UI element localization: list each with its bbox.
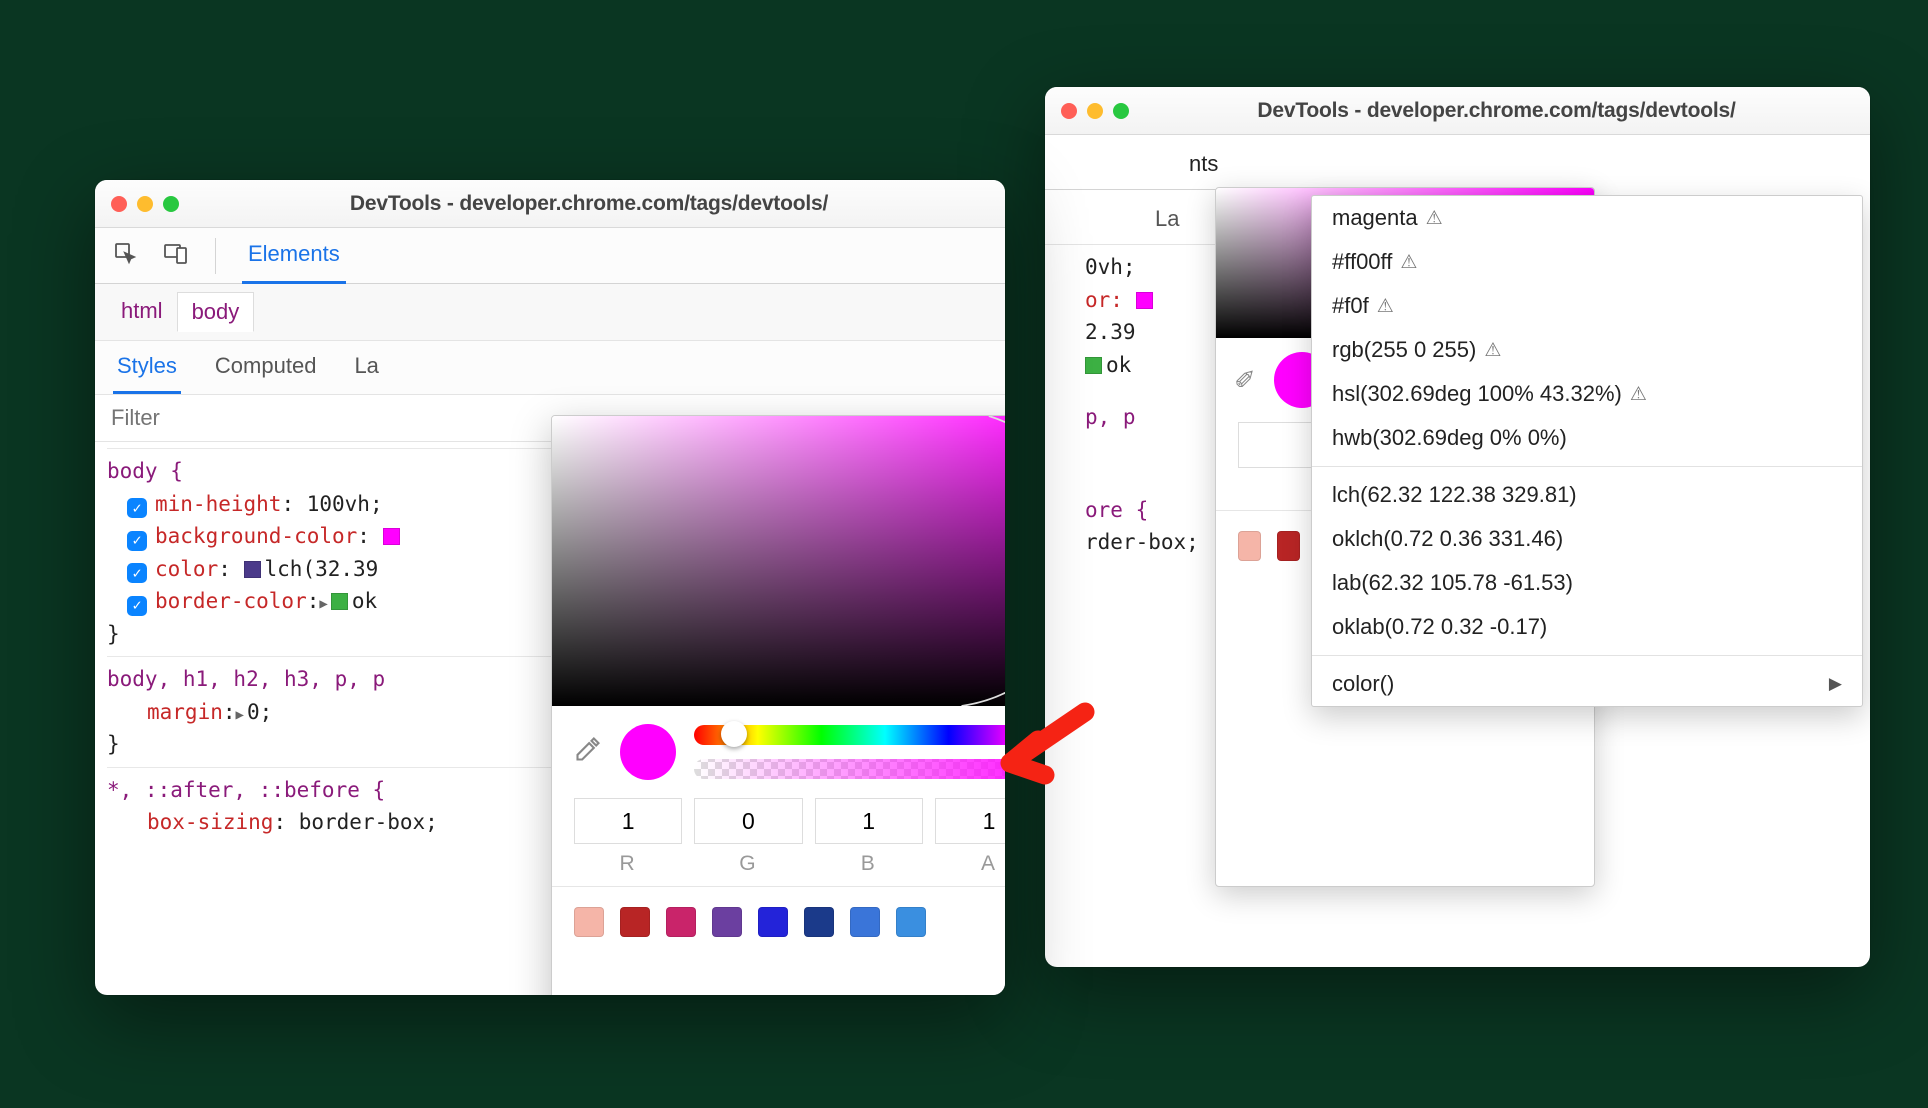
- zoom-button[interactable]: [163, 196, 179, 212]
- slider-thumb[interactable]: [721, 721, 747, 747]
- warning-icon: ⚠: [1377, 295, 1394, 318]
- minimize-button[interactable]: [137, 196, 153, 212]
- minimize-button[interactable]: [1087, 103, 1103, 119]
- palette-swatch[interactable]: [896, 907, 926, 937]
- tab-layout[interactable]: La: [350, 341, 382, 394]
- elements-tab-partial[interactable]: nts: [1045, 135, 1315, 190]
- palette-swatch[interactable]: [666, 907, 696, 937]
- b-input[interactable]: [815, 798, 923, 844]
- color-format-item[interactable]: #f0f⚠: [1312, 284, 1862, 328]
- crumb-body[interactable]: body: [177, 292, 255, 332]
- palette-swatch[interactable]: [804, 907, 834, 937]
- devtools-toolbar: Elements: [95, 228, 1005, 284]
- b-label: B: [815, 852, 923, 876]
- color-format-item[interactable]: #ff00ff⚠: [1312, 240, 1862, 284]
- color-format-item[interactable]: hwb(302.69deg 0% 0%): [1312, 416, 1862, 460]
- warning-icon: ⚠: [1630, 383, 1647, 406]
- tab-styles[interactable]: Styles: [113, 341, 181, 394]
- color-format-item[interactable]: lab(62.32 105.78 -61.53): [1312, 561, 1862, 605]
- color-swatch[interactable]: [1085, 357, 1102, 374]
- current-color-swatch: [620, 724, 676, 780]
- submenu-arrow-icon: ▶: [1829, 674, 1842, 694]
- elements-tab[interactable]: Elements: [242, 227, 346, 284]
- g-label: G: [694, 852, 802, 876]
- color-swatch: [383, 528, 400, 545]
- styles-tabs: Styles Computed La: [95, 341, 1005, 395]
- titlebar-front: DevTools - developer.chrome.com/tags/dev…: [95, 180, 1005, 228]
- crumb-html[interactable]: html: [107, 292, 177, 332]
- warning-icon: ⚠: [1484, 339, 1501, 362]
- expand-icon: ▶: [236, 707, 244, 723]
- close-button[interactable]: [1061, 103, 1077, 119]
- color-swatch[interactable]: [1136, 292, 1153, 309]
- a-input[interactable]: [935, 798, 1005, 844]
- r-input[interactable]: [574, 798, 682, 844]
- color-format-item[interactable]: oklab(0.72 0.32 -0.17): [1312, 605, 1862, 649]
- palette-swatch[interactable]: [850, 907, 880, 937]
- alpha-slider[interactable]: [694, 759, 1005, 779]
- eyedropper-icon[interactable]: [574, 735, 602, 770]
- a-label: A: [935, 852, 1005, 876]
- warning-icon: ⚠: [1400, 251, 1417, 274]
- palette-swatch[interactable]: [574, 907, 604, 937]
- g-input[interactable]: [694, 798, 802, 844]
- zoom-button[interactable]: [1113, 103, 1129, 119]
- color-format-item[interactable]: oklch(0.72 0.36 331.46): [1312, 517, 1862, 561]
- color-swatch: [244, 561, 261, 578]
- r-label: R: [574, 852, 682, 876]
- color-format-item[interactable]: magenta⚠: [1312, 196, 1862, 240]
- color-swatch: [331, 593, 348, 610]
- window-title-back: DevTools - developer.chrome.com/tags/dev…: [1139, 99, 1854, 123]
- window-title-front: DevTools - developer.chrome.com/tags/dev…: [189, 192, 989, 216]
- property-checkbox: ✓: [127, 563, 147, 583]
- inspect-icon[interactable]: [113, 241, 137, 271]
- color-format-item[interactable]: lch(62.32 122.38 329.81): [1312, 473, 1862, 517]
- palette: ▲▼: [552, 886, 1005, 956]
- color-format-item[interactable]: rgb(255 0 255)⚠: [1312, 328, 1862, 372]
- hue-slider[interactable]: [694, 725, 1005, 745]
- property-checkbox: ✓: [127, 596, 147, 616]
- palette-swatch[interactable]: [620, 907, 650, 937]
- spectrum[interactable]: sRGB: [552, 416, 1005, 706]
- palette-swatch[interactable]: [758, 907, 788, 937]
- color-fn-item[interactable]: color()▶: [1312, 662, 1862, 706]
- device-icon[interactable]: [163, 241, 189, 271]
- annotation-arrow-icon: [990, 700, 1100, 800]
- eyedropper-icon[interactable]: ✐: [1234, 365, 1256, 396]
- color-format-item[interactable]: hsl(302.69deg 100% 43.32%)⚠: [1312, 372, 1862, 416]
- color-format-menu: magenta⚠#ff00ff⚠#f0f⚠rgb(255 0 255)⚠hsl(…: [1311, 195, 1863, 707]
- expand-icon: ▶: [319, 596, 327, 612]
- titlebar-back: DevTools - developer.chrome.com/tags/dev…: [1045, 87, 1870, 135]
- palette-swatch[interactable]: [712, 907, 742, 937]
- color-picker: sRGB R G B A ▲▼ ▲▼: [551, 415, 1005, 995]
- warning-icon: ⚠: [1426, 207, 1443, 230]
- palette-swatch[interactable]: [1238, 531, 1261, 561]
- property-checkbox: ✓: [127, 531, 147, 551]
- palette-swatch[interactable]: [1277, 531, 1300, 561]
- close-button[interactable]: [111, 196, 127, 212]
- breadcrumb: html body: [95, 284, 1005, 341]
- property-checkbox: ✓: [127, 498, 147, 518]
- tab-computed[interactable]: Computed: [211, 341, 321, 394]
